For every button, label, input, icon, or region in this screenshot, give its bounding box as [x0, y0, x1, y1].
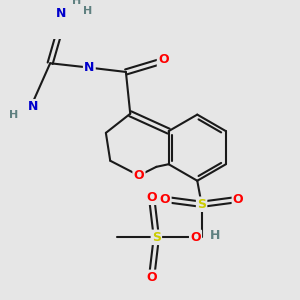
Text: N: N	[28, 100, 38, 113]
Text: H: H	[83, 6, 92, 16]
Text: O: O	[190, 231, 201, 244]
Text: S: S	[197, 198, 206, 211]
Text: O: O	[147, 191, 157, 204]
Text: H: H	[9, 110, 18, 121]
Text: O: O	[233, 194, 244, 206]
Text: O: O	[134, 169, 144, 182]
Text: H: H	[72, 0, 81, 6]
Text: S: S	[152, 231, 161, 244]
Text: N: N	[84, 61, 94, 74]
Text: H: H	[209, 229, 220, 242]
Text: N: N	[56, 7, 67, 20]
Text: O: O	[160, 194, 170, 206]
Text: O: O	[147, 271, 157, 284]
Text: O: O	[158, 53, 169, 66]
